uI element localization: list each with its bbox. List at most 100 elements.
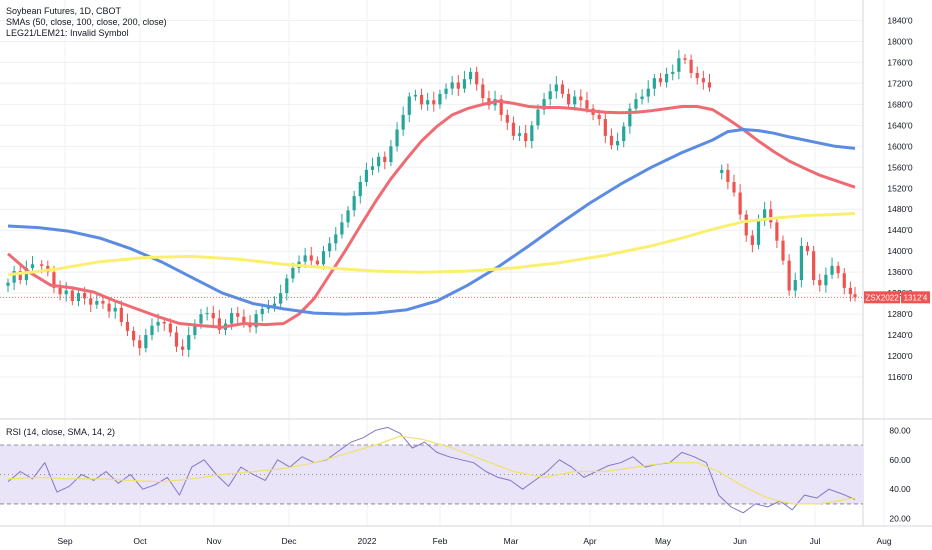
candle-body (573, 96, 577, 105)
x-tick-label: Dec (281, 536, 297, 546)
candle-body (321, 251, 326, 265)
candle-body (303, 255, 307, 262)
rsi-band (0, 445, 863, 504)
x-tick-label: Feb (433, 536, 448, 546)
candle-body (144, 335, 148, 349)
candle-body (542, 99, 546, 110)
price-value-tag (901, 291, 930, 304)
legend-rsi: RSI (14, close, SMA, 14, 2) (6, 427, 116, 437)
y-tick-label: 1840'0 (887, 15, 913, 25)
candle-body (309, 255, 313, 261)
y-tick-label: 1520'0 (887, 183, 913, 193)
candle-body (836, 265, 840, 274)
candle-body (52, 272, 56, 288)
sma200-line (7, 211, 856, 277)
x-tick-label: Nov (206, 536, 222, 546)
main-legend: Soybean Futures, 1D, CBOT SMAs (50, clos… (6, 6, 167, 39)
candle-body (615, 141, 620, 146)
y-tick-label: 1240'0 (887, 330, 913, 340)
candle-body (395, 129, 399, 147)
candle-body (272, 303, 277, 307)
candle-body (701, 78, 705, 83)
candle-body (58, 287, 62, 295)
candle-body (119, 307, 123, 322)
y-tick-label: 1360'0 (887, 267, 913, 277)
candle-body (285, 278, 289, 294)
candle-body (853, 294, 857, 298)
x-tick-label: Apr (583, 536, 596, 546)
candle-body (481, 84, 485, 99)
candle-body (781, 240, 785, 261)
y-tick-label: 1160'0 (888, 372, 913, 382)
candle-body (812, 251, 816, 281)
candle-body (181, 346, 185, 350)
candle-body (566, 93, 571, 105)
candle-body (279, 293, 283, 304)
candle-body (138, 340, 142, 349)
candle-body (848, 287, 853, 295)
candle-body (824, 274, 828, 286)
candle-body (499, 99, 503, 115)
candle-body (450, 82, 454, 89)
candle-body (805, 245, 810, 252)
candle-body (107, 303, 111, 312)
candle-body (438, 93, 442, 105)
candle-body (462, 79, 467, 89)
y-tick-label: 1320'0 (887, 288, 913, 298)
candle-body (842, 273, 846, 288)
candle-body (579, 96, 583, 101)
candle-body (358, 181, 362, 197)
candle-body (370, 166, 375, 170)
candle-body (168, 323, 172, 333)
candle-body (597, 114, 601, 120)
candle-body (364, 169, 369, 182)
y-tick-label: 1600'0 (887, 141, 913, 151)
rsi-line (7, 426, 856, 514)
x-tick-label: Aug (876, 536, 891, 546)
candle-body (689, 59, 693, 73)
candle-body (334, 234, 338, 244)
candle-body (89, 298, 93, 305)
candle-body (419, 94, 424, 105)
rsi-tick-label: 40.00 (889, 484, 911, 494)
candle-body (738, 192, 742, 215)
candle-body (18, 271, 22, 281)
candle-body (536, 109, 540, 126)
candle-body (683, 58, 687, 60)
y-tick-label: 1280'0 (887, 309, 913, 319)
candle-body (505, 114, 509, 123)
candle-body (444, 88, 448, 94)
candle-body (315, 260, 319, 265)
candle-body (726, 169, 730, 182)
candle-body (524, 133, 528, 142)
x-tick-label: Jul (810, 536, 821, 546)
candle-body (12, 271, 16, 283)
candle-body (260, 308, 264, 315)
candle-body (609, 135, 614, 146)
candle-body (622, 126, 626, 142)
candle-body (101, 301, 105, 304)
y-tick-label: 1760'0 (887, 57, 913, 67)
candle-body (640, 96, 644, 100)
price-value-text: 1312'4 (904, 293, 928, 302)
candle-body (511, 122, 516, 136)
candle-body (389, 146, 393, 163)
candle-body (70, 290, 74, 301)
candle-body (818, 280, 822, 286)
candle-body (291, 267, 295, 279)
sma50-line (7, 99, 856, 329)
candle-body (377, 156, 381, 167)
candle-body (352, 196, 356, 211)
y-tick-label: 1560'0 (887, 162, 913, 172)
candle-body (756, 220, 761, 245)
y-tick-label: 1640'0 (887, 120, 913, 130)
candle-body (162, 321, 166, 324)
candle-body (95, 301, 99, 305)
candle-body (432, 100, 436, 105)
candle-body (695, 72, 699, 79)
y-tick-label: 1480'0 (887, 204, 913, 214)
y-tick-label: 1680'0 (887, 99, 913, 109)
candle-body (799, 245, 803, 281)
